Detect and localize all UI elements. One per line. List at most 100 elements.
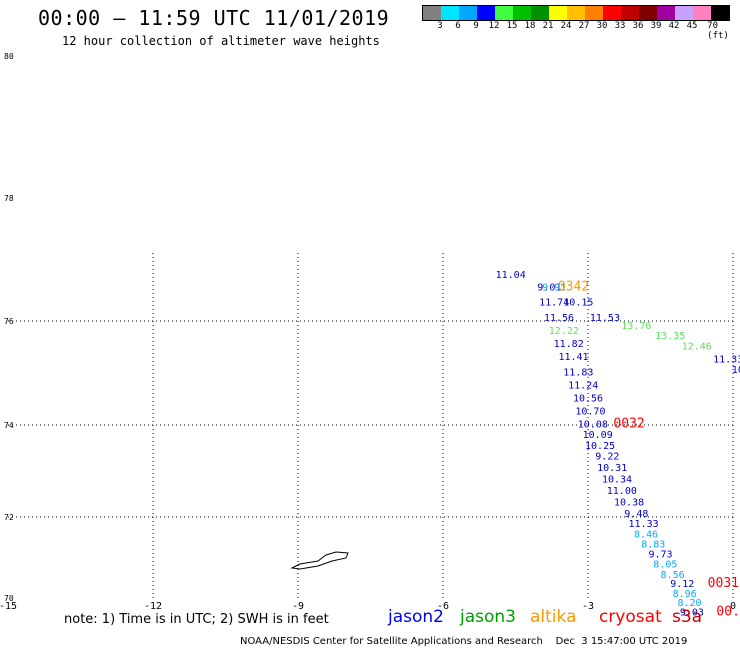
data-point-label: 13.76 <box>621 321 651 332</box>
y-tick-label: 72 <box>4 513 14 522</box>
x-tick-label: 0 <box>730 601 736 612</box>
data-point-label: 10.25 <box>585 441 615 452</box>
data-point-label: 0032 <box>613 416 644 431</box>
credit-line: NOAA/NESDIS Center for Satellite Applica… <box>240 636 688 647</box>
color-swatch <box>711 6 729 20</box>
legend-altika: altika <box>530 607 577 627</box>
data-point-label: 8.83 <box>641 539 665 550</box>
data-point-label: 9.73 <box>648 550 672 561</box>
page-title: 00:00 – 11:59 UTC 11/01/2019 <box>38 6 390 30</box>
y-tick-label: 80 <box>4 52 14 61</box>
y-tick-label: 74 <box>4 421 14 430</box>
color-swatch <box>621 6 639 20</box>
color-scale-label: 33 <box>614 21 626 31</box>
data-point-label: 9.01 <box>537 282 561 293</box>
color-scale-label: 42 <box>668 21 680 31</box>
color-swatch <box>549 6 567 20</box>
x-tick-label: -6 <box>437 601 449 612</box>
color-swatch <box>657 6 675 20</box>
data-point-label: 11.33 <box>629 519 659 530</box>
color-scale-label: 18 <box>524 21 536 31</box>
data-point-label: 10.56 <box>573 394 603 405</box>
x-tick-label: -15 <box>0 601 17 612</box>
color-scale-labels: 3 6 9 12 15 18 21 24 27 30 33 36 39 42 45 70 (ft) <box>422 21 729 41</box>
y-tick-label: 76 <box>4 317 14 326</box>
data-point-label: 11.56 <box>544 313 574 324</box>
color-scale-label: 24 <box>560 21 572 31</box>
data-point-label: 11.74 <box>539 298 569 309</box>
data-point-label: 11.04 <box>496 270 526 281</box>
color-swatch <box>693 6 711 20</box>
page-subtitle: 12 hour collection of altimeter wave hei… <box>62 34 380 48</box>
data-point-label: 9.12 <box>670 579 694 590</box>
data-point-label: 11.24 <box>568 381 598 392</box>
color-swatch <box>585 6 603 20</box>
color-swatch <box>459 6 477 20</box>
data-point-label: 10.70 <box>575 407 605 418</box>
data-point-label: 0342 <box>558 279 589 294</box>
footer-note: note: 1) Time is in UTC; 2) SWH is in fe… <box>64 612 329 627</box>
legend-s3a: s3a <box>672 607 703 627</box>
color-scale-label: 30 <box>596 21 608 31</box>
data-point-label: 13.35 <box>655 331 685 342</box>
color-swatch <box>567 6 585 20</box>
data-point-label: 11.82 <box>554 339 584 350</box>
data-point-label: 9.48 <box>624 509 648 520</box>
data-point-label: 12.22 <box>549 326 579 337</box>
color-scale-label: 15 <box>506 21 518 31</box>
data-point-label: 10.15 <box>563 298 593 309</box>
x-tick-label: -9 <box>292 601 304 612</box>
color-scale-label: 45 <box>686 21 698 31</box>
color-swatch <box>603 6 621 20</box>
legend-cryosat: cryosat <box>599 607 662 627</box>
y-tick-label: 78 <box>4 194 14 203</box>
color-scale-label: 9 <box>473 21 479 31</box>
color-swatch <box>495 6 513 20</box>
data-point-label: 10 <box>732 365 740 376</box>
color-swatch <box>423 6 441 20</box>
color-scale-bar <box>422 5 730 21</box>
data-point-label: 8.96 <box>673 589 697 600</box>
color-scale-label: 3 <box>437 21 443 31</box>
data-point-label: 8.05 <box>653 560 677 571</box>
color-scale-label: 39 <box>650 21 662 31</box>
data-point-label: 8.20 <box>677 598 701 609</box>
color-swatch <box>513 6 531 20</box>
color-scale-label: 21 <box>542 21 554 31</box>
data-point-label: 10.09 <box>583 430 613 441</box>
data-point-label: 10.31 <box>597 463 627 474</box>
color-scale-label: 27 <box>578 21 590 31</box>
data-point-label: 11.53 <box>590 313 620 324</box>
y-tick-label: 70 <box>4 594 14 603</box>
legend-jason2: jason2 <box>388 607 444 627</box>
data-point-label: 10.08 <box>578 419 608 430</box>
color-swatch <box>639 6 657 20</box>
color-swatch <box>675 6 693 20</box>
color-scale-label: 36 <box>632 21 644 31</box>
x-tick-label: -3 <box>582 601 594 612</box>
data-point-label: 0031 <box>708 576 739 591</box>
data-point-label: 11.00 <box>607 486 637 497</box>
data-point-label: 9.03 <box>680 607 704 618</box>
data-point-label: 10.38 <box>614 498 644 509</box>
data-point-label: 12.46 <box>682 342 712 353</box>
legend-jason3: jason3 <box>460 607 516 627</box>
data-point-label: 11.83 <box>563 368 593 379</box>
color-scale-label: 6 <box>455 21 461 31</box>
data-point-label: 8.46 <box>634 529 658 540</box>
color-swatch <box>441 6 459 20</box>
color-swatch <box>477 6 495 20</box>
data-point-label: 11.33 <box>713 355 740 366</box>
data-point-label: 8.56 <box>661 570 685 581</box>
data-point-label: 11.41 <box>558 352 588 363</box>
color-swatch <box>531 6 549 20</box>
color-scale-label: 12 <box>488 21 500 31</box>
data-point-label: 10.34 <box>602 475 632 486</box>
data-point-label: 9.22 <box>595 452 619 463</box>
data-point-label: 00. <box>716 604 739 619</box>
x-tick-label: -12 <box>144 601 162 612</box>
island-outline <box>290 551 349 570</box>
data-point-label: 9.91 <box>542 282 566 293</box>
color-scale-label: 70 (ft) <box>707 21 729 41</box>
